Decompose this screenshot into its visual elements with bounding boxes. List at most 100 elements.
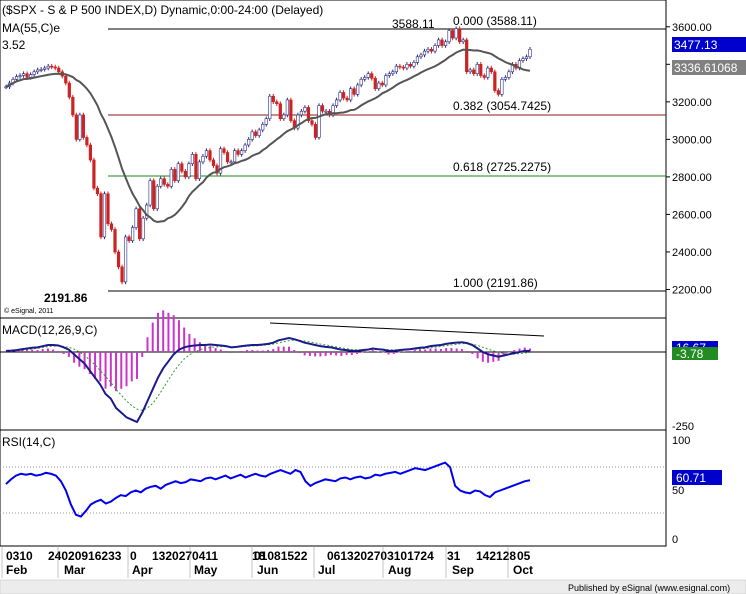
candle-body xyxy=(222,148,226,153)
candles-group xyxy=(4,26,532,285)
candle-body xyxy=(218,148,223,174)
candle-body xyxy=(415,56,420,63)
candle-body xyxy=(401,66,405,69)
candle-body xyxy=(324,110,328,113)
candle-body xyxy=(313,124,318,138)
candle-body xyxy=(380,82,384,86)
fib-label-382: 0.382 (3054.7425) xyxy=(453,99,551,113)
rsi-line xyxy=(5,461,531,518)
candle-body xyxy=(92,159,96,189)
footer-bar xyxy=(0,579,746,594)
candle-body xyxy=(405,63,409,69)
candle-body xyxy=(106,193,110,225)
candle-body xyxy=(211,159,216,166)
candle-body xyxy=(243,144,247,151)
candle-body xyxy=(113,229,117,253)
candle-body xyxy=(85,137,89,146)
candle-body xyxy=(57,67,61,73)
candle-body xyxy=(475,63,479,74)
candle-body xyxy=(120,266,124,283)
candle-body xyxy=(180,163,184,172)
candle-body xyxy=(81,114,85,138)
candle-body xyxy=(387,73,391,76)
candle-body xyxy=(264,118,268,125)
ma-value: 3336.61068 xyxy=(674,61,738,75)
candle-body xyxy=(32,71,36,75)
candle-body xyxy=(176,163,180,181)
candle-body xyxy=(451,30,455,39)
rsi-value: 60.71 xyxy=(676,471,706,485)
candle-body xyxy=(296,114,300,129)
candle-body xyxy=(479,63,483,76)
candle-body xyxy=(275,101,279,105)
candle-body xyxy=(394,65,398,73)
date-month-label: Oct xyxy=(513,563,533,577)
candle-body xyxy=(148,180,152,206)
macd-tick-label: -250 xyxy=(672,421,694,433)
candle-body xyxy=(465,39,469,73)
candle-body xyxy=(500,79,504,95)
candle-body xyxy=(486,67,490,78)
price-tick-label: 3000.00 xyxy=(672,134,712,146)
candle-body xyxy=(257,129,261,136)
price-tick-label: 2600.00 xyxy=(672,209,712,221)
price-panel-frame xyxy=(0,0,667,319)
ma-value-box xyxy=(672,60,746,75)
candle-body xyxy=(169,169,173,187)
high-label: 3588.11 xyxy=(392,17,435,31)
low-label: 2191.86 xyxy=(44,291,88,305)
candle-body xyxy=(331,105,335,116)
date-day-row: 18 xyxy=(252,549,266,563)
candle-body xyxy=(50,65,54,68)
date-day-row: 31 xyxy=(447,549,461,563)
candle-body xyxy=(356,84,360,95)
candle-body xyxy=(440,39,444,46)
candle-body xyxy=(299,110,304,116)
rsi-panel-frame xyxy=(0,429,667,547)
candle-body xyxy=(419,54,423,58)
candle-body xyxy=(166,184,170,187)
candle-body xyxy=(190,154,194,165)
candle-body xyxy=(254,131,258,136)
date-month-label: Apr xyxy=(132,563,153,577)
candle-body xyxy=(162,178,166,185)
candle-body xyxy=(64,75,68,84)
candle-body xyxy=(134,208,138,228)
candle-body xyxy=(131,227,135,241)
candle-body xyxy=(155,185,159,210)
candle-body xyxy=(454,28,458,39)
last-price-box xyxy=(672,37,746,52)
candle-body xyxy=(447,30,451,43)
ma-value-left: 3.52 xyxy=(2,38,26,52)
candle-body xyxy=(412,62,416,67)
date-month-label: Mar xyxy=(64,563,86,577)
candle-body xyxy=(373,78,377,89)
candle-body xyxy=(71,96,75,116)
candle-body xyxy=(236,150,240,155)
date-day-row: 05 xyxy=(517,549,531,563)
candle-body xyxy=(303,107,307,112)
date-day-row: 142128 xyxy=(476,549,516,563)
candle-body xyxy=(429,48,434,52)
candle-body xyxy=(468,69,472,73)
candle-body xyxy=(14,76,19,80)
candle-body xyxy=(363,77,367,80)
candle-body xyxy=(482,75,486,78)
candle-body xyxy=(53,66,57,69)
candle-body xyxy=(204,150,209,157)
rsi-title: RSI(14,C) xyxy=(2,435,55,449)
candle-body xyxy=(317,105,321,138)
candle-body xyxy=(289,99,293,121)
fib-label-618: 0.618 (2725.2275) xyxy=(453,160,551,174)
candle-body xyxy=(422,50,427,56)
chart-title: ($SPX - S & P 500 INDEX,D) Dynamic,0:00-… xyxy=(2,3,323,17)
rsi-tick-0: 0 xyxy=(672,534,678,546)
candle-body xyxy=(496,90,500,95)
candle-body xyxy=(261,124,265,131)
fib-label-0: 0.000 (3588.11) xyxy=(453,14,537,28)
candle-body xyxy=(36,69,40,73)
candle-body xyxy=(310,120,314,125)
macd-value-2: -3.78 xyxy=(676,347,704,361)
candle-body xyxy=(18,75,22,77)
